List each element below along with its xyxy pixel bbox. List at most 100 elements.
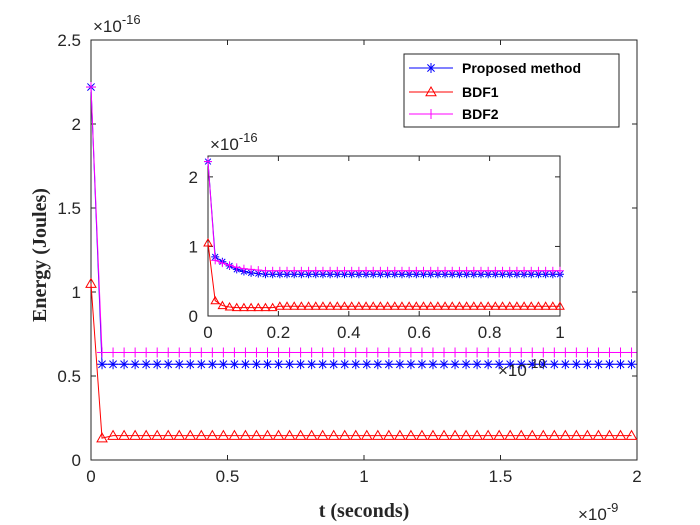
data-point-bdf2: [461, 347, 472, 358]
inset-data-point-bdf1: [224, 301, 235, 311]
data-point-bdf1: [85, 277, 97, 288]
data-point-proposed-method: [163, 359, 174, 370]
data-point-bdf2: [516, 347, 527, 358]
inset-data-point-bdf2: [218, 259, 227, 268]
inset-data-point-bdf2: [297, 266, 306, 275]
inset-data-point-bdf2: [369, 266, 378, 275]
data-point-proposed-method: [516, 359, 527, 370]
inset-data-point-bdf1: [231, 302, 242, 312]
data-point-bdf2: [538, 347, 549, 358]
data-point-proposed-method: [130, 359, 141, 370]
data-point-proposed-method: [328, 359, 339, 370]
inset-series-bdf2: [204, 157, 564, 275]
data-point-bdf2: [527, 347, 538, 358]
inset-series-bdf1: [203, 237, 565, 312]
data-point-proposed-method: [405, 359, 416, 370]
data-point-proposed-method: [560, 359, 571, 370]
data-point-bdf2: [494, 347, 505, 358]
inset-data-point-bdf2: [520, 266, 529, 275]
data-point-bdf2: [130, 347, 141, 358]
data-point-proposed-method: [251, 359, 262, 370]
data-point-bdf1: [548, 429, 561, 440]
data-point-proposed-method: [450, 359, 461, 370]
inset-data-point-bdf2: [462, 266, 471, 275]
data-point-proposed-method: [306, 359, 317, 370]
data-point-bdf1: [394, 429, 406, 440]
data-point-bdf1: [471, 429, 483, 440]
legend-box: [403, 53, 620, 128]
data-point-bdf1: [570, 429, 583, 440]
inset-data-point-bdf1: [476, 301, 486, 310]
data-point-bdf1: [427, 429, 439, 440]
data-point-proposed-method: [108, 359, 119, 370]
inset-data-point-bdf1: [533, 301, 544, 310]
inset-data-point-bdf1: [361, 301, 371, 310]
data-point-proposed-method: [240, 359, 251, 370]
data-point-proposed-method: [593, 359, 604, 370]
inset-data-point-bdf1: [253, 302, 264, 312]
data-point-proposed-method: [141, 359, 152, 370]
data-point-bdf1: [96, 432, 108, 443]
inset-data-point-bdf2: [204, 157, 212, 166]
x-tick-label: 1: [359, 467, 368, 486]
inset-series-layer: [203, 157, 565, 312]
data-point-bdf1: [382, 429, 395, 440]
data-point-bdf1: [515, 429, 528, 440]
data-point-proposed-method: [119, 359, 130, 370]
data-point-proposed-method: [483, 359, 494, 370]
data-point-bdf1: [261, 429, 274, 440]
y-tick-label: 0: [72, 451, 81, 470]
legend-marker-bdf2: [426, 109, 436, 119]
x-axis-label: t (seconds): [319, 500, 410, 522]
data-point-proposed-method: [372, 359, 383, 370]
inset-data-point-bdf1: [519, 301, 529, 310]
data-point-bdf2: [339, 347, 350, 358]
data-point-bdf1: [482, 429, 494, 440]
data-point-proposed-method: [339, 359, 350, 370]
inset-data-point-bdf2: [261, 266, 270, 275]
data-point-bdf1: [438, 429, 450, 440]
data-point-bdf2: [306, 347, 317, 358]
data-point-bdf2: [207, 347, 218, 358]
data-point-bdf2: [185, 347, 196, 358]
data-point-bdf1: [592, 429, 605, 440]
legend-marker-symbol: [426, 109, 436, 119]
inset-data-point-bdf2: [376, 266, 385, 275]
inset-data-point-bdf1: [504, 301, 515, 310]
inset-plot-frame: [207, 155, 561, 317]
x-tick-label: 1.5: [489, 467, 513, 486]
data-point-bdf2: [163, 347, 174, 358]
inset-data-point-bdf1: [512, 301, 522, 310]
data-point-bdf2: [604, 347, 615, 358]
inset-data-point-bdf2: [397, 266, 406, 275]
data-point-bdf2: [350, 347, 361, 358]
data-point-bdf2: [383, 347, 394, 358]
inset-data-point-bdf1: [274, 301, 285, 310]
legend-marker-bdf1: [425, 85, 437, 97]
inset-data-point-bdf2: [268, 266, 277, 275]
inset-data-point-bdf1: [310, 301, 321, 310]
data-point-bdf1: [195, 429, 208, 440]
data-point-bdf1: [460, 429, 472, 440]
data-point-bdf2: [152, 347, 163, 358]
inset-data-point-bdf1: [375, 301, 386, 310]
inset-data-point-bdf1: [353, 301, 364, 310]
data-point-proposed-method: [207, 359, 218, 370]
data-point-proposed-method: [218, 359, 229, 370]
inset-data-point-bdf1: [210, 295, 221, 305]
inset-data-point-bdf2: [469, 266, 478, 275]
data-point-bdf1: [504, 429, 517, 440]
data-point-proposed-method: [361, 359, 372, 370]
data-point-bdf2: [472, 347, 483, 358]
inset-data-point-bdf1: [260, 302, 271, 312]
inset-data-point-bdf2: [283, 266, 292, 275]
data-point-proposed-method: [505, 359, 516, 370]
data-point-bdf1: [559, 429, 572, 440]
series-bdf2: [86, 82, 637, 358]
inset-data-point-bdf2: [390, 266, 399, 275]
data-point-bdf1: [416, 429, 428, 440]
data-point-proposed-method: [196, 359, 207, 370]
inset-data-point-bdf1: [246, 302, 256, 312]
data-point-proposed-method: [295, 359, 306, 370]
